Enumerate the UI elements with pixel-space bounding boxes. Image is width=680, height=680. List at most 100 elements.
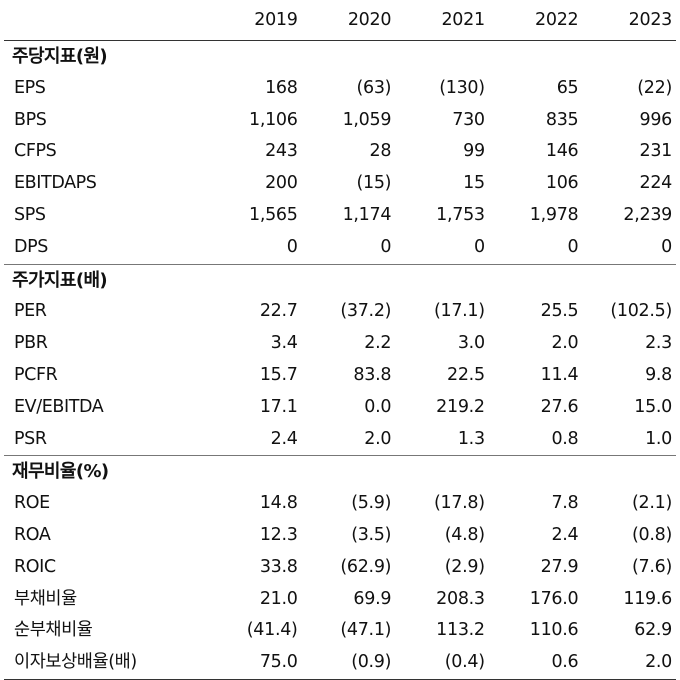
value-cell: (22)	[637, 77, 672, 98]
value-cell: (0.4)	[395, 647, 489, 680]
row-label: 순부채비율	[14, 620, 93, 641]
section-header-row: 주당지표(원)	[4, 41, 676, 73]
value-cell: 113.2	[436, 620, 485, 641]
row-label: ROA	[14, 524, 51, 545]
value-cell: 69.9	[353, 588, 392, 609]
financial-indicators-sheet: 2019 2020 2021 2022 2023 주당지표(원) EPS 168 (6…	[4, 0, 676, 680]
value-cell: 835	[545, 109, 579, 130]
value-cell: 176.0	[529, 588, 579, 609]
table-row: EPS 168 (63) (130) 65 (22)	[4, 73, 676, 105]
value-cell: 0.0	[364, 396, 392, 417]
value-cell: (17.1)	[433, 301, 485, 322]
value-cell: 168	[265, 77, 298, 98]
row-label: CFPS	[14, 141, 57, 162]
value-cell: (0.8)	[632, 524, 672, 545]
value-cell: 730	[452, 109, 485, 130]
value-cell: 0	[473, 236, 485, 257]
year-header: 2023	[582, 0, 676, 41]
value-cell: 224	[639, 173, 672, 194]
value-cell: 208.3	[436, 588, 485, 609]
row-label: ROE	[14, 493, 50, 514]
row-label: PBR	[14, 333, 48, 354]
value-cell: (5.9)	[351, 493, 392, 514]
row-label: PSR	[14, 428, 47, 449]
value-cell: 27.9	[540, 556, 579, 577]
value-cell: 110.6	[529, 620, 579, 641]
value-cell: 28	[369, 141, 392, 162]
value-cell: 0.6	[488, 647, 583, 680]
row-label: BPS	[14, 109, 47, 130]
value-cell: 146	[545, 141, 579, 162]
value-cell: 11.4	[540, 364, 579, 385]
financial-indicators-table: 2019 2020 2021 2022 2023 주당지표(원) EPS 168 (6…	[4, 0, 676, 680]
value-cell: 1,978	[529, 204, 579, 225]
value-cell: (62.9)	[340, 556, 392, 577]
value-cell: 1,106	[248, 109, 298, 130]
value-cell: 33.8	[259, 556, 298, 577]
value-cell: 9.8	[645, 364, 672, 385]
value-cell: 1.3	[457, 428, 485, 449]
value-cell: (4.8)	[444, 524, 485, 545]
section-header-row: 재무비율(%)	[4, 455, 676, 489]
value-cell: 1,174	[342, 204, 392, 225]
table-row: ROIC 33.8 (62.9) (2.9) 27.9 (7.6)	[4, 552, 676, 584]
value-cell: 1.0	[645, 428, 672, 449]
year-header: 2019	[208, 0, 302, 41]
value-cell: 99	[463, 141, 485, 162]
value-cell: (47.1)	[340, 620, 392, 641]
value-cell: (0.9)	[301, 647, 396, 680]
table-row: PCFR 15.7 83.8 22.5 11.4 9.8	[4, 360, 676, 392]
table-row: PSR 2.4 2.0 1.3 0.8 1.0	[4, 424, 676, 456]
value-cell: (41.4)	[246, 620, 298, 641]
value-cell: (37.2)	[340, 301, 392, 322]
table-row: BPS 1,106 1,059 730 835 996	[4, 105, 676, 137]
value-cell: 65	[556, 77, 579, 98]
row-label: 부채비율	[14, 588, 77, 609]
value-cell: 106	[545, 173, 579, 194]
value-cell: 12.3	[259, 524, 298, 545]
value-cell: 62.9	[634, 620, 672, 641]
table-row: ROE 14.8 (5.9) (17.8) 7.8 (2.1)	[4, 488, 676, 520]
value-cell: (2.1)	[632, 493, 672, 514]
value-cell: (63)	[356, 77, 392, 98]
table-row: SPS 1,565 1,174 1,753 1,978 2,239	[4, 200, 676, 232]
row-label: SPS	[14, 204, 46, 225]
table-row: EBITDAPS 200 (15) 15 106 224	[4, 168, 676, 200]
value-cell: 25.5	[540, 301, 579, 322]
value-cell: 27.6	[540, 396, 579, 417]
table-row: 부채비율 21.0 69.9 208.3 176.0 119.6	[4, 584, 676, 616]
table-row: PBR 3.4 2.2 3.0 2.0 2.3	[4, 328, 676, 360]
value-cell: 996	[639, 109, 672, 130]
value-cell: 1,565	[248, 204, 298, 225]
value-cell: 3.0	[457, 333, 485, 354]
value-cell: 0.8	[551, 428, 579, 449]
value-cell: 219.2	[436, 396, 485, 417]
table-row: 순부채비율 (41.4) (47.1) 113.2 110.6 62.9	[4, 615, 676, 647]
value-cell: 14.8	[259, 493, 298, 514]
section-header-row: 주가지표(배)	[4, 263, 676, 297]
value-cell: 2.0	[364, 428, 392, 449]
table-row: PER 22.7 (37.2) (17.1) 25.5 (102.5)	[4, 296, 676, 328]
section-title: 재무비율(%)	[4, 455, 676, 489]
value-cell: (15)	[356, 173, 392, 194]
value-cell: 3.4	[270, 333, 298, 354]
year-header: 2021	[395, 0, 489, 41]
value-cell: 22.7	[259, 301, 298, 322]
table-row: ROA 12.3 (3.5) (4.8) 2.4 (0.8)	[4, 520, 676, 552]
value-cell: 15	[463, 173, 485, 194]
table-row: DPS 0 0 0 0 0	[4, 232, 676, 264]
value-cell: 0	[567, 236, 579, 257]
row-label: ROIC	[14, 556, 56, 577]
table-row: CFPS 243 28 99 146 231	[4, 136, 676, 168]
value-cell: (3.5)	[351, 524, 392, 545]
table-body: 주당지표(원) EPS 168 (63) (130) 65 (22) BPS 1,106 1,05…	[4, 41, 676, 680]
value-cell: 243	[265, 141, 298, 162]
value-cell: 231	[639, 141, 672, 162]
value-cell: 75.0	[208, 647, 302, 680]
value-cell: 2.3	[645, 333, 672, 354]
value-cell: 200	[265, 173, 298, 194]
value-cell: 2.0	[582, 647, 676, 680]
value-cell: 17.1	[259, 396, 298, 417]
value-cell: (130)	[439, 77, 485, 98]
value-cell: 0	[380, 236, 392, 257]
